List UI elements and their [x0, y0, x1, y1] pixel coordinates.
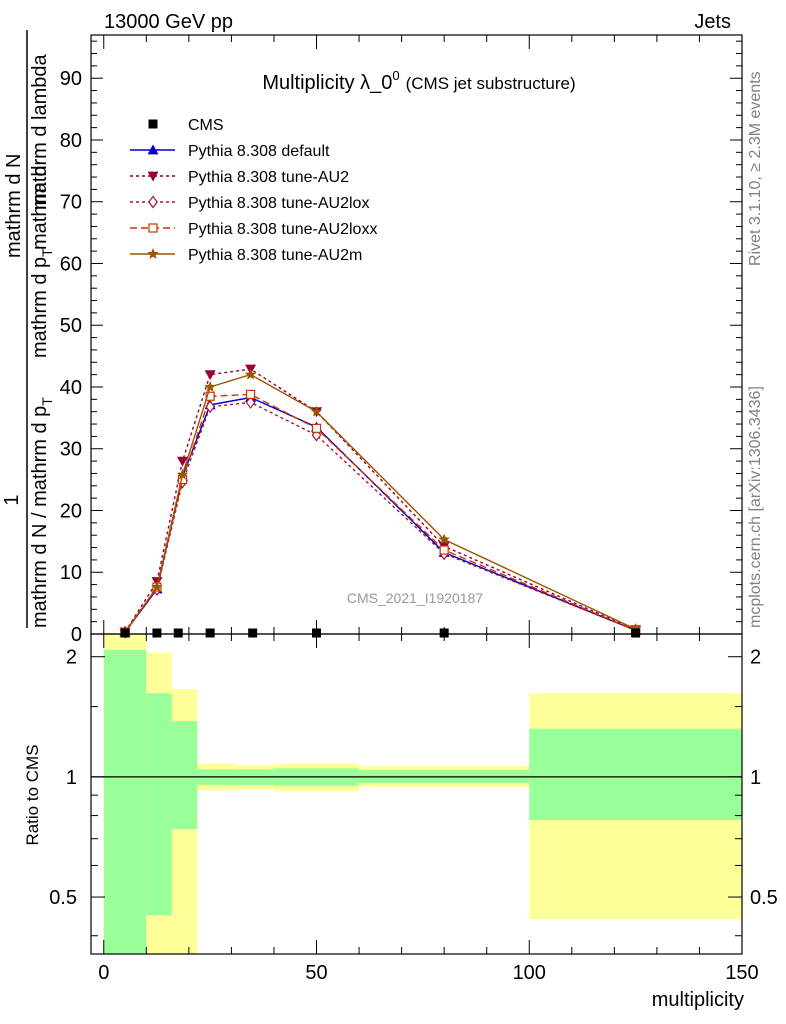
series-2-point-4 — [245, 395, 256, 409]
main-ytick-label: 90 — [60, 68, 82, 90]
ratio-ytick-label-left: 1 — [66, 767, 77, 789]
ratio-ytick-label-left: 0.5 — [49, 887, 77, 909]
ratio-band-green-2 — [171, 721, 198, 830]
legend-marker-1 — [147, 144, 159, 155]
axes: 0 10 20 30 40 50 60 70 80 90 0 50 100 150 0.5 0.5 1 1 2 2 — [49, 34, 778, 984]
ylabel-numerator-right: mathrm d — [29, 166, 51, 250]
category-label: Jets — [694, 11, 731, 33]
cms-point-3 — [205, 628, 215, 638]
ratio-bands — [91, 634, 742, 954]
legend-label-4: Pythia 8.308 tune-AU2loxx — [188, 221, 377, 238]
main-ytick-label: 20 — [60, 500, 82, 522]
cms-point-4 — [248, 628, 258, 638]
x-axis-label: multiplicity — [652, 989, 744, 1011]
main-ylabel: 1 mathrm d N / mathrm d pT mathrm d math… — [1, 30, 55, 628]
legend-marker-3 — [148, 195, 158, 209]
main-ytick-label: 50 — [60, 315, 82, 337]
series-3-point-6 — [439, 545, 449, 555]
ylabel-denominator: mathrm d N / mathrm d pT — [29, 397, 55, 628]
ratio-ytick-label-left: 2 — [66, 647, 77, 669]
series-line-1 — [124, 368, 636, 633]
ratio-band-green-0 — [103, 649, 147, 954]
ratio-band-green-1 — [146, 693, 172, 916]
main-ytick-label: 10 — [60, 562, 82, 584]
xtick-label: 100 — [513, 962, 546, 984]
main-ytick-label: 40 — [60, 377, 82, 399]
rivet-version-label: Rivet 3.1.10, ≥ 2.3M events — [747, 71, 764, 266]
series-4-point-3 — [204, 380, 216, 392]
ratio-ytick-label-right: 0.5 — [750, 887, 778, 909]
legend-marker-2 — [147, 171, 159, 182]
series-4-point-4 — [244, 368, 257, 380]
xtick-label: 150 — [725, 962, 758, 984]
series-4-point-5 — [310, 405, 323, 417]
plot-title: Multiplicity λ_00 (CMS jet substructure) — [262, 68, 575, 94]
legend-label-2: Pythia 8.308 tune-AU2 — [188, 169, 349, 186]
legend-marker-5 — [147, 248, 159, 259]
ylabel-one: 1 — [1, 494, 23, 505]
energy-label: 13000 GeV pp — [104, 11, 233, 33]
series-line-4 — [124, 373, 636, 633]
series-4-point-1 — [151, 581, 163, 592]
ylabel-numerator-top: mathrm d N — [3, 154, 25, 258]
ratio-ytick-label-right: 1 — [750, 767, 761, 789]
ratio-band-green-7 — [529, 728, 742, 820]
main-plot — [119, 364, 642, 639]
ylabel-numerator-left: mathrm d lambda — [29, 54, 51, 210]
main-ytick-label: 80 — [60, 130, 82, 152]
legend-label-3: Pythia 8.308 tune-AU2lox — [188, 195, 369, 212]
legend-label-0: CMS — [188, 117, 224, 134]
legend-label-1: Pythia 8.308 default — [188, 143, 330, 160]
ratio-ylabel: Ratio to CMS — [23, 744, 42, 845]
series-4-point-7 — [629, 623, 642, 634]
cms-point-1 — [152, 628, 162, 638]
cms-point-7 — [631, 628, 641, 638]
ylabel-numerator-mid: mathrm d pT — [29, 248, 55, 358]
xtick-label: 0 — [98, 962, 109, 984]
xtick-label: 50 — [305, 962, 327, 984]
analysis-watermark: CMS_2021_I1920187 — [347, 590, 483, 606]
legend-marker-4 — [148, 223, 158, 233]
main-ytick-label: 60 — [60, 253, 82, 275]
main-ytick-label: 70 — [60, 192, 82, 214]
series-4-point-2 — [176, 468, 189, 480]
series-1-point-2 — [176, 456, 188, 467]
series-3-point-3 — [205, 391, 215, 401]
legend-label-5: Pythia 8.308 tune-AU2m — [188, 247, 362, 264]
series-3-point-5 — [311, 423, 322, 433]
ratio-frame — [90, 633, 743, 955]
series-1-point-3 — [204, 370, 216, 381]
ratio-ytick-label-right: 2 — [750, 647, 761, 669]
series-line-2 — [124, 401, 636, 633]
mcplots-label: mcplots.cern.ch [arXiv:1306.3436] — [747, 386, 764, 628]
series-4-point-6 — [438, 533, 450, 545]
series-3-point-4 — [245, 389, 256, 399]
legend-marker-0 — [148, 119, 158, 129]
cms-point-0 — [120, 628, 130, 638]
main-ytick-label: 30 — [60, 439, 82, 461]
legend: CMS Pythia 8.308 default Pythia 8.308 tune… — [130, 117, 377, 264]
cms-point-2 — [173, 628, 183, 638]
main-ytick-label: 0 — [71, 624, 82, 646]
